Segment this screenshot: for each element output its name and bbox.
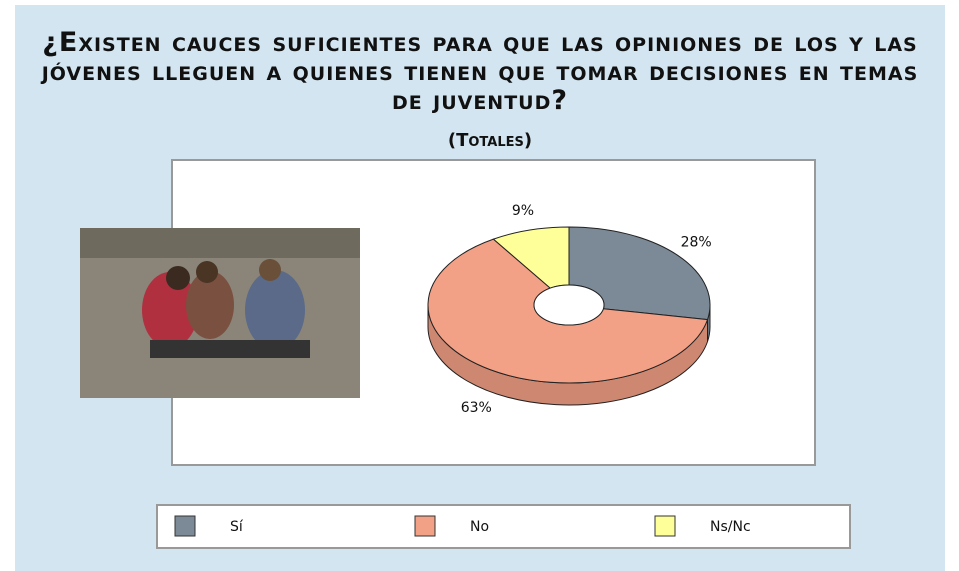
photo — [80, 228, 360, 398]
legend-swatch — [415, 516, 435, 536]
chart-subtitle: (Totales) — [0, 130, 959, 151]
page: 28% 63% 9% Sí No Ns/Nc ¿Existen cauces sufici… — [0, 0, 959, 571]
legend-label: Sí — [230, 519, 244, 535]
donut-hole — [534, 285, 604, 325]
legend-swatch — [655, 516, 675, 536]
value-label: 9% — [512, 203, 534, 219]
chart-title: ¿Existen cauces suficientes para que las… — [30, 28, 930, 115]
value-label: 28% — [681, 235, 712, 251]
legend-swatch — [175, 516, 195, 536]
value-label: 63% — [461, 400, 492, 416]
legend-label: No — [470, 519, 489, 535]
legend-label: Ns/Nc — [710, 519, 751, 535]
